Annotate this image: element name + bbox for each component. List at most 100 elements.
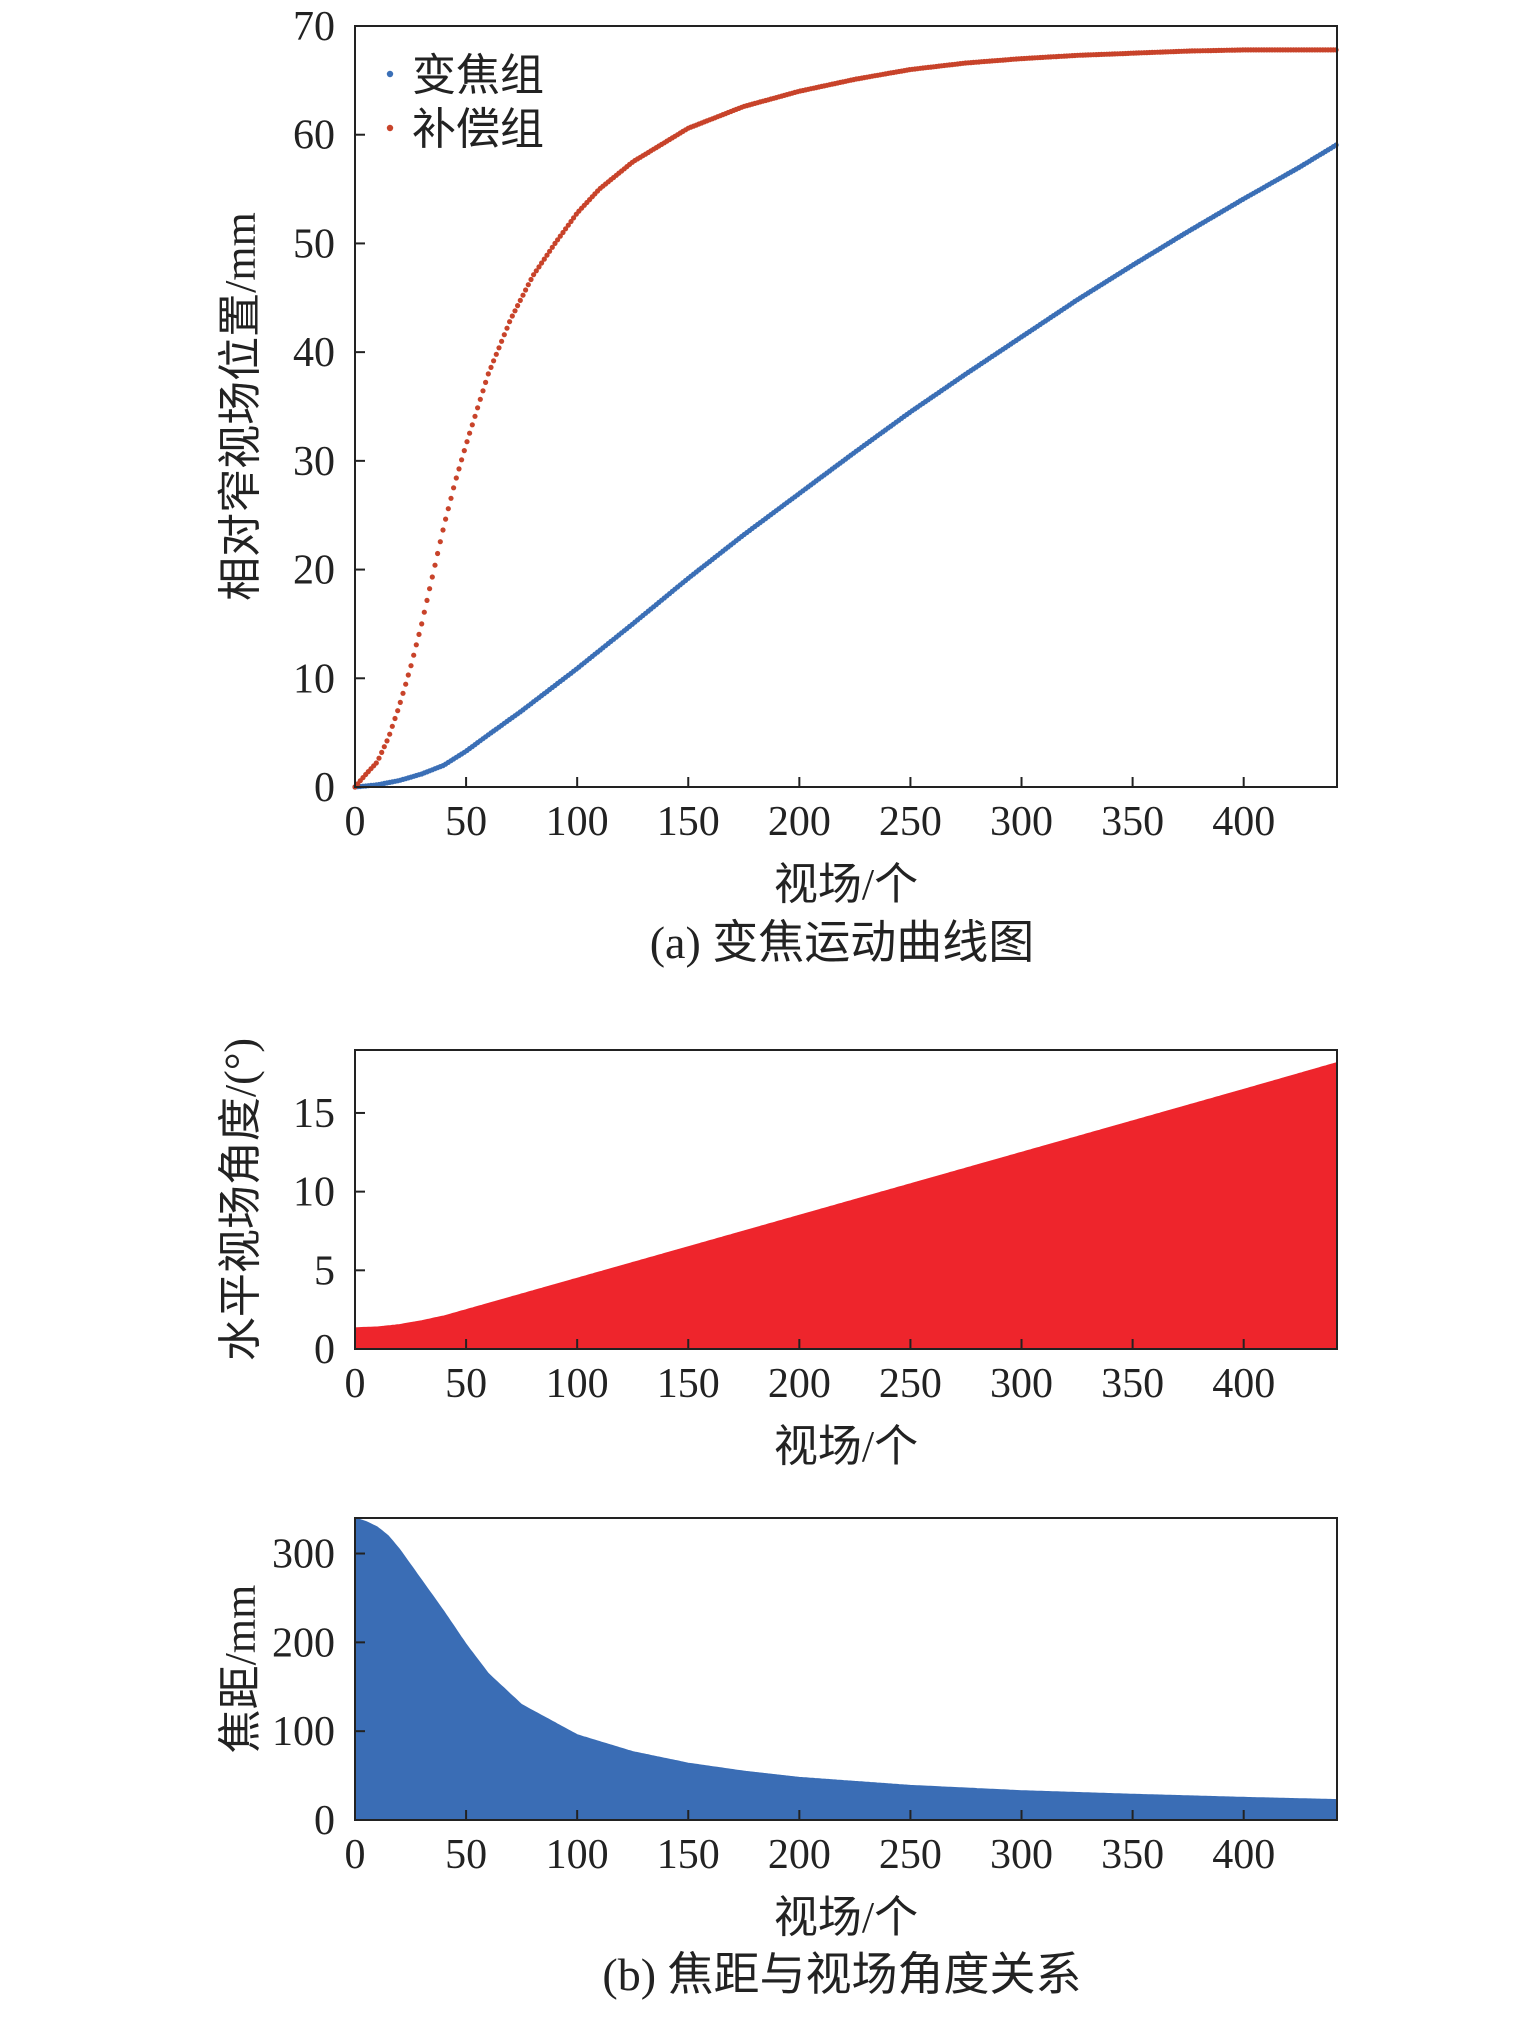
y-tick-label: 10 (293, 1170, 335, 1216)
x-tick-label: 200 (768, 1832, 831, 1878)
data-point (557, 233, 563, 239)
x-tick-label: 0 (345, 1832, 366, 1878)
y-tick-label: 200 (272, 1620, 335, 1666)
data-point (477, 396, 483, 402)
data-point (424, 597, 430, 604)
x-tick-label: 0 (345, 1361, 366, 1407)
y-tick-label: 40 (293, 330, 335, 376)
data-point (565, 222, 571, 228)
legend-label: 变焦组 (412, 51, 544, 100)
x-tick-label: 50 (445, 799, 487, 845)
chart-caption: (a) 变焦运动曲线图 (650, 917, 1035, 968)
data-point (472, 413, 478, 419)
data-point (397, 699, 403, 706)
data-point (381, 744, 387, 750)
data-point (515, 303, 521, 309)
plot-frame (354, 1517, 1338, 1821)
data-point (523, 287, 529, 293)
y-axis-label: 焦距/mm (216, 1585, 265, 1754)
data-point (549, 244, 555, 250)
data-point (560, 229, 566, 236)
data-point (509, 313, 515, 319)
y-tick-label: 20 (293, 548, 335, 594)
data-point (448, 495, 454, 501)
data-point (541, 256, 547, 262)
data-point (376, 755, 382, 761)
data-point (373, 760, 379, 766)
y-tick-label: 60 (293, 113, 335, 159)
data-point (469, 422, 475, 428)
x-tick-label: 400 (1212, 1832, 1275, 1878)
data-point (429, 574, 435, 580)
y-tick-label: 15 (293, 1091, 335, 1137)
data-point (571, 215, 577, 221)
y-tick-label: 100 (272, 1709, 335, 1755)
x-tick-label: 350 (1101, 799, 1164, 845)
x-tick-label: 150 (657, 799, 720, 845)
data-point (517, 297, 523, 303)
y-tick-label: 30 (293, 439, 335, 485)
data-point (499, 338, 505, 344)
data-point (531, 272, 537, 278)
chart-2: 0 50 100 150 200 250 300 350 400 0 5 10 15 视场/个 水平视场角度… (216, 1038, 1338, 1471)
data-point (563, 226, 569, 232)
y-tick-label: 5 (314, 1248, 335, 1294)
data-point (400, 690, 406, 696)
y-axis-label: 水平视场角度/(°) (216, 1038, 265, 1361)
data-point (445, 506, 451, 512)
plot-frame (354, 1049, 1338, 1350)
data-point (488, 364, 494, 370)
x-tick-label: 250 (879, 1832, 942, 1878)
data-point (512, 308, 518, 314)
area-fill (354, 1061, 1338, 1350)
data-point (421, 609, 427, 615)
x-tick-label: 0 (345, 799, 366, 845)
x-tick-label: 400 (1212, 799, 1275, 845)
data-point (411, 652, 417, 658)
legend-marker (386, 70, 394, 78)
legend-label: 补偿组 (412, 105, 544, 154)
y-tick-label: 0 (314, 1327, 335, 1373)
chart-1: 0 50 100 150 200 250 300 350 400 0 10 20 30 40 50 60 70 视… (216, 4, 1339, 968)
data-point (504, 325, 510, 331)
data-point (493, 351, 499, 357)
y-tick-label: 70 (293, 4, 335, 50)
x-axis-label: 视场/个 (774, 1893, 918, 1942)
y-tick-label: 0 (314, 765, 335, 811)
y-tick-label: 300 (272, 1532, 335, 1578)
x-tick-label: 350 (1101, 1361, 1164, 1407)
data-point (555, 237, 561, 243)
y-tick-label: 0 (314, 1798, 335, 1844)
data-point (464, 439, 470, 445)
data-point (485, 371, 491, 377)
data-point (408, 663, 414, 669)
x-tick-label: 150 (657, 1832, 720, 1878)
data-point (443, 516, 449, 522)
x-tick-label: 350 (1101, 1832, 1164, 1878)
data-point (416, 631, 422, 638)
data-point (395, 708, 401, 714)
chart-3: 0 50 100 150 200 250 300 350 400 0 100 200 300 视场/个 焦距… (216, 1517, 1338, 2000)
data-point (547, 248, 553, 254)
area-fill (354, 1517, 1338, 1821)
data-point (456, 466, 462, 472)
y-tick-label: 10 (293, 656, 335, 702)
data-point (480, 388, 486, 394)
data-point (539, 260, 545, 266)
chart-caption: (b) 焦距与视场角度关系 (602, 1949, 1081, 2000)
data-point (496, 345, 502, 351)
x-tick-label: 50 (445, 1832, 487, 1878)
data-point (413, 642, 419, 648)
x-tick-label: 250 (879, 1361, 942, 1407)
x-tick-label: 100 (546, 1832, 609, 1878)
data-point (536, 264, 542, 270)
data-point (389, 723, 395, 729)
data-point (451, 485, 457, 491)
x-tick-label: 200 (768, 1361, 831, 1407)
data-point (440, 527, 446, 533)
data-point (405, 672, 411, 678)
data-point (459, 457, 465, 463)
x-tick-label: 250 (879, 799, 942, 845)
